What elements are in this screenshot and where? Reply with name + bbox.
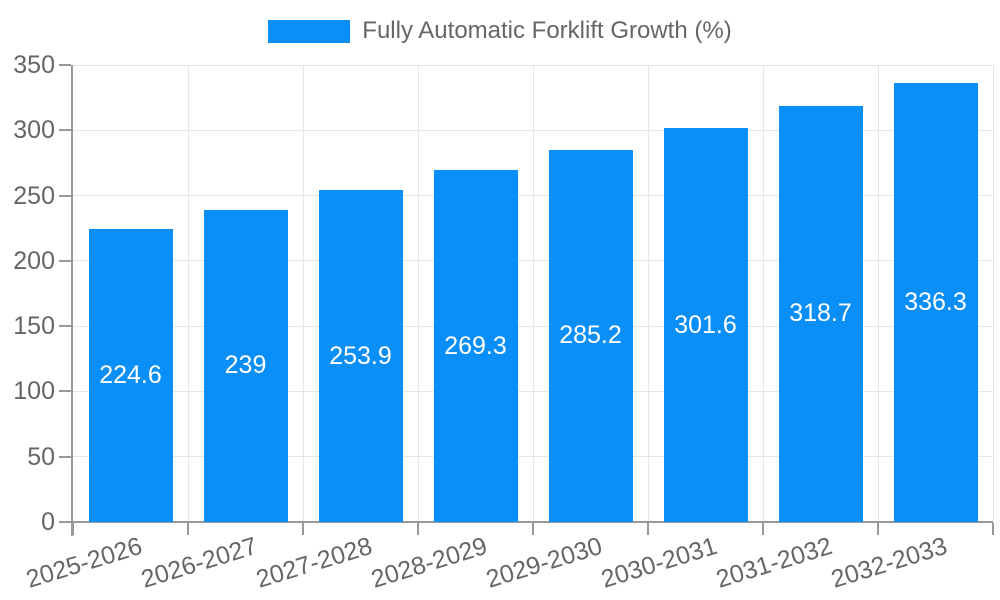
gridline-vertical: [762, 65, 764, 522]
bar: 253.9: [318, 190, 403, 522]
y-axis-label: 50: [27, 442, 55, 471]
bar-value-label: 239: [224, 351, 267, 380]
y-axis-label: 250: [13, 181, 55, 210]
bar: 239: [203, 209, 288, 522]
x-axis-tick: [877, 523, 879, 535]
bar: 336.3: [893, 82, 978, 522]
bar-value-label: 318.7: [789, 299, 852, 328]
bar: 318.7: [778, 105, 863, 522]
gridline-vertical: [302, 65, 304, 522]
x-axis-tick: [417, 523, 419, 535]
x-axis-tick: [762, 523, 764, 535]
x-axis-tick: [532, 523, 534, 535]
legend-swatch: [268, 19, 351, 43]
x-axis-tick: [72, 523, 74, 535]
bar-value-label: 285.2: [559, 321, 622, 350]
y-axis-tick: [59, 194, 71, 197]
legend: Fully Automatic Forklift Growth (%): [0, 16, 1000, 46]
x-axis-tick: [187, 523, 189, 535]
gridline-vertical: [532, 65, 534, 522]
gridline-vertical: [187, 65, 189, 522]
bar-value-label: 269.3: [444, 331, 507, 360]
y-axis-tick: [59, 390, 71, 393]
y-axis-tick: [59, 64, 71, 66]
bar: 224.6: [88, 228, 173, 522]
bar: 301.6: [663, 128, 748, 522]
x-axis-tick: [302, 523, 304, 535]
y-axis-label: 300: [13, 116, 55, 145]
bar: 285.2: [548, 149, 633, 522]
y-axis-tick: [59, 521, 71, 523]
y-axis-tick: [59, 129, 71, 132]
gridline-vertical: [647, 65, 649, 522]
y-axis-tick: [59, 259, 71, 262]
x-axis-tick: [992, 523, 994, 535]
y-axis-label: 100: [13, 377, 55, 406]
bar-value-label: 224.6: [99, 360, 162, 389]
bar-value-label: 253.9: [329, 341, 392, 370]
bar-value-label: 336.3: [904, 287, 967, 316]
y-axis-label: 150: [13, 312, 55, 341]
gridline-vertical: [992, 65, 994, 522]
y-axis-label: 200: [13, 246, 55, 275]
x-axis-tick: [647, 523, 649, 535]
y-axis-tick: [59, 455, 71, 458]
gridline-vertical: [877, 65, 879, 522]
y-axis-label: 0: [41, 508, 55, 536]
bar-value-label: 301.6: [674, 310, 737, 339]
gridline-vertical: [417, 65, 419, 522]
legend-label: Fully Automatic Forklift Growth (%): [362, 17, 732, 44]
y-axis-tick: [59, 325, 71, 328]
y-axis-label: 350: [13, 51, 55, 79]
bar: 269.3: [433, 170, 518, 522]
y-axis-line: [71, 65, 73, 536]
x-axis-line: [73, 521, 993, 523]
